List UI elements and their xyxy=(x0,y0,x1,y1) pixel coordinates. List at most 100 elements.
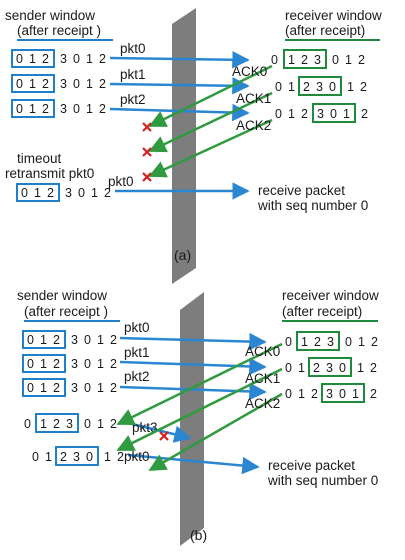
receiver-window-box xyxy=(312,103,356,123)
seq-number: 1 xyxy=(298,387,305,401)
seq-number: 3 xyxy=(73,450,80,464)
sender-window-box xyxy=(22,354,66,373)
seq-number: 2 xyxy=(53,381,60,395)
packet-label: pkt0 xyxy=(124,320,150,335)
receiver-window-title: receiver window xyxy=(285,8,382,23)
loss-x-mark xyxy=(142,122,152,132)
seq-number: 1 xyxy=(91,186,98,200)
seq-number: 2 xyxy=(42,102,49,116)
seq-number: 1 xyxy=(40,333,47,347)
packet-label: pkt2 xyxy=(124,369,150,384)
seq-number: 3 xyxy=(316,80,323,94)
channel-plane-b xyxy=(180,292,204,546)
seq-number: 1 xyxy=(357,361,364,375)
seq-number: 0 xyxy=(339,361,346,375)
seq-number: 1 xyxy=(86,102,93,116)
sender-window-box xyxy=(22,330,66,349)
seq-number: 1 xyxy=(29,77,36,91)
packet-label: pkt0 xyxy=(108,174,134,189)
seq-number: 2 xyxy=(110,417,117,431)
ack-label: ACK2 xyxy=(245,396,280,411)
seq-number: 2 xyxy=(370,387,377,401)
seq-number: 0 xyxy=(84,357,91,371)
sender-row: 0 1 2 3 0 1 2 xyxy=(32,446,124,466)
seq-number: 1 xyxy=(343,107,350,121)
seq-number: 0 xyxy=(73,77,80,91)
packet-label: pkt0 xyxy=(124,449,150,464)
receiver-window-box xyxy=(321,383,365,403)
sender-window-box xyxy=(35,413,79,433)
receiver-row: 0 1 2 3 0 1 2 xyxy=(275,103,368,123)
seq-number: 0 xyxy=(27,333,34,347)
receive-label-2: with seq number 0 xyxy=(257,198,368,213)
seq-number: 0 xyxy=(78,186,85,200)
seq-number: 1 xyxy=(97,417,104,431)
seq-number: 2 xyxy=(358,53,365,67)
receive-label-2: with seq number 0 xyxy=(267,473,378,488)
sender-row: 0 1 2 3 0 1 2 xyxy=(22,354,117,373)
seq-number: 2 xyxy=(361,107,368,121)
seq-number: 1 xyxy=(40,417,47,431)
receiver-window-box xyxy=(298,76,342,96)
panel-a: sender window (after receipt ) receiver … xyxy=(5,8,382,284)
seq-number: 3 xyxy=(71,357,78,371)
retransmit-label: retransmit pkt0 xyxy=(5,166,94,181)
seq-number: 1 xyxy=(104,450,111,464)
seq-number: 2 xyxy=(117,450,124,464)
seq-number: 1 xyxy=(301,335,308,349)
seq-number: 3 xyxy=(71,333,78,347)
seq-number: 3 xyxy=(327,335,334,349)
seq-number: 0 xyxy=(275,107,282,121)
receiver-row: 0 1 2 3 0 1 2 xyxy=(275,76,367,96)
loss-x-mark xyxy=(142,147,152,157)
seq-number: 0 xyxy=(329,80,336,94)
ack-arrow xyxy=(148,91,273,153)
seq-number: 0 xyxy=(32,450,39,464)
ack-label: ACK0 xyxy=(245,344,280,359)
packet-label: pkt0 xyxy=(120,41,146,56)
sender-row: 0 1 2 3 0 1 2 xyxy=(24,413,117,433)
sender-window-box xyxy=(22,378,66,397)
seq-number: 2 xyxy=(110,333,117,347)
seq-number: 0 xyxy=(345,335,352,349)
ack-arrow xyxy=(148,64,273,128)
channel-plane-a xyxy=(172,8,196,284)
seq-number: 2 xyxy=(42,77,49,91)
seq-number: 0 xyxy=(285,361,292,375)
receiver-row: 0 1 2 3 0 1 2 xyxy=(285,383,377,403)
ack-arrow xyxy=(116,342,283,426)
seq-number: 1 xyxy=(358,335,365,349)
sender-window-subtitle: (after receipt ) xyxy=(17,23,101,38)
seq-number: 3 xyxy=(326,387,333,401)
sender-row: 0 1 2 3 0 1 2 xyxy=(11,99,106,118)
seq-number: 1 xyxy=(34,186,41,200)
sender-window-box xyxy=(16,183,60,202)
seq-number: 2 xyxy=(60,450,67,464)
seq-number: 1 xyxy=(288,53,295,67)
receiver-window-title: receiver window xyxy=(282,288,379,303)
seq-number: 0 xyxy=(16,102,23,116)
seq-number: 2 xyxy=(311,387,318,401)
sender-window-box xyxy=(55,446,99,466)
seq-number: 2 xyxy=(371,335,378,349)
panel-caption: (b) xyxy=(190,527,207,543)
seq-number: 1 xyxy=(29,102,36,116)
seq-number: 0 xyxy=(84,417,91,431)
seq-number: 2 xyxy=(53,357,60,371)
receive-label: receive packet xyxy=(258,183,345,198)
sender-row: 0 1 2 3 0 1 2 xyxy=(11,74,106,93)
seq-number: 1 xyxy=(298,361,305,375)
ack-arrow xyxy=(148,118,273,178)
receiver-window-box xyxy=(308,357,352,377)
receiver-row: 0 1 2 3 0 1 2 xyxy=(285,331,378,351)
packet-label: pkt1 xyxy=(120,67,146,82)
seq-number: 2 xyxy=(303,80,310,94)
data-arrow xyxy=(109,77,250,95)
packet-label: pkt3 xyxy=(132,420,158,435)
seq-number: 0 xyxy=(21,186,28,200)
seq-number: 0 xyxy=(332,53,339,67)
packet-label: pkt2 xyxy=(120,92,146,107)
sender-row: 0 1 2 3 0 1 2 xyxy=(22,330,117,349)
seq-number: 0 xyxy=(73,52,80,66)
receive-label: receive packet xyxy=(268,458,355,473)
